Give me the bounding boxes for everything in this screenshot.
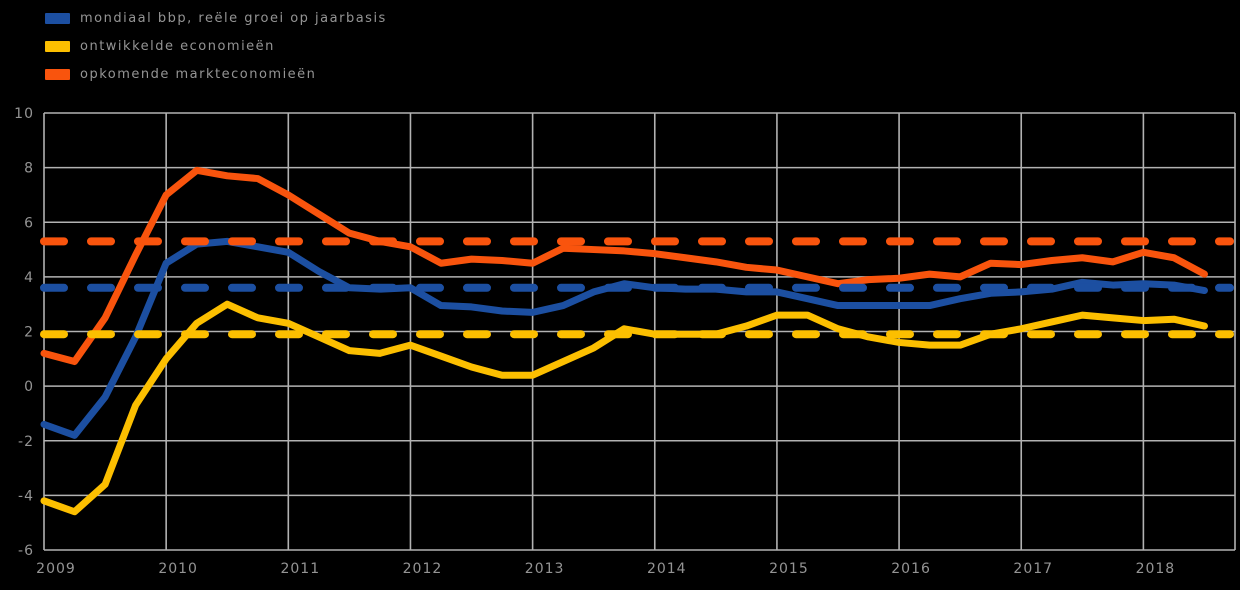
legend-item-advanced-economies: ontwikkelde economieën	[45, 32, 387, 60]
y-tick-label: 4	[24, 270, 34, 286]
legend-label-emerging-markets: opkomende markteconomieën	[80, 66, 317, 82]
x-tick-label: 2013	[525, 561, 565, 577]
world-series-swatch-icon	[45, 12, 70, 24]
y-tick-label: -2	[18, 434, 34, 450]
y-tick-label: 8	[24, 161, 34, 177]
x-tick-label: 2012	[403, 561, 443, 577]
series-line-2	[40, 166, 1208, 366]
x-tick-label: 2016	[891, 561, 931, 577]
x-tick-label: 2017	[1013, 561, 1053, 577]
y-tick-label: 6	[24, 215, 34, 231]
y-tick-label: -4	[18, 488, 34, 504]
x-tick-label: 2014	[647, 561, 687, 577]
legend-item-world: mondiaal bbp, reële groei op jaarbasis	[45, 4, 387, 32]
y-tick-label: -6	[18, 543, 34, 559]
x-tick-label: 2018	[1136, 561, 1176, 577]
series-line-1	[40, 300, 1208, 516]
legend: mondiaal bbp, reële groei op jaarbasis o…	[45, 4, 387, 88]
legend-label-world: mondiaal bbp, reële groei op jaarbasis	[80, 10, 387, 26]
y-tick-label: 2	[24, 325, 34, 341]
legend-label-advanced-economies: ontwikkelde economieën	[80, 38, 275, 54]
emerging-markets-series-swatch-icon	[45, 68, 70, 80]
x-tick-label: 2009	[36, 561, 76, 577]
legend-item-emerging-markets: opkomende markteconomieën	[45, 60, 387, 88]
advanced-economies-series-swatch-icon	[45, 40, 70, 52]
x-tick-label: 2015	[769, 561, 809, 577]
series-line-0	[40, 237, 1208, 439]
y-tick-label: 0	[24, 379, 34, 395]
x-tick-label: 2010	[158, 561, 198, 577]
x-tick-label: 2011	[280, 561, 320, 577]
y-tick-label: 10	[14, 106, 34, 122]
